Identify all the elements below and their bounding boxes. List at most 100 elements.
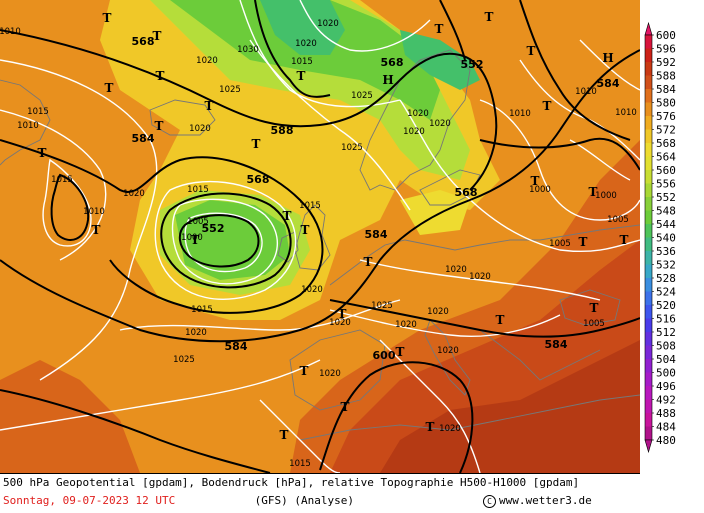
map-caption: 500 hPa Geopotential [gpdam], Bodendruck… — [0, 473, 640, 513]
legend-tick-label: 600 — [656, 29, 676, 42]
legend-swatch — [645, 237, 652, 252]
low-marker: T — [341, 400, 350, 414]
pressure-label: 1005 — [187, 217, 209, 227]
legend-swatch — [645, 413, 652, 427]
low-marker: T — [531, 174, 540, 188]
legend-swatch — [645, 75, 652, 90]
geopot-label: 552 — [202, 222, 225, 235]
legend-swatch — [645, 399, 652, 414]
pressure-label: 1005 — [607, 215, 629, 225]
legend-tick-label: 596 — [656, 43, 676, 56]
legend-swatch — [645, 386, 652, 400]
legend-swatch — [645, 35, 652, 49]
legend-tick-label: 480 — [656, 434, 676, 447]
coast-mediterranean — [299, 394, 640, 441]
legend-swatch — [645, 251, 652, 265]
pressure-label: 1020 — [295, 39, 317, 49]
shading-green-low — [175, 200, 290, 280]
low-marker: T — [280, 428, 289, 442]
low-marker: T — [620, 233, 629, 247]
legend-tick-label: 484 — [656, 421, 676, 434]
weather-map-canvas: 568 552 568 588 584 568 552 584 568 584 … — [0, 0, 640, 473]
pressure-label: 1010 — [83, 207, 105, 217]
pressure-label: 1025 — [341, 143, 363, 153]
geopot-line-8 — [329, 299, 640, 338]
legend-tick-label: 520 — [656, 299, 676, 312]
geopot-label: 584 — [597, 77, 620, 90]
legend-tick-label: 552 — [656, 191, 676, 204]
low-marker: T — [300, 364, 309, 378]
legend-swatch — [645, 143, 652, 157]
low-marker: T — [589, 185, 598, 199]
geopot-label: 584 — [545, 338, 568, 351]
pressure-label: 1020 — [196, 56, 218, 66]
isobar-2 — [0, 109, 107, 261]
pressure-label: 1020 — [445, 265, 467, 275]
pressure-label: 1020 — [301, 285, 323, 295]
legend-tick-label: 508 — [656, 340, 676, 353]
low-marker: T — [156, 69, 165, 83]
low-marker: T — [426, 420, 435, 434]
shading-teal — [260, 0, 345, 55]
isobar-17 — [379, 339, 481, 473]
low-marker: T — [364, 255, 373, 269]
geopot-label: 588 — [271, 124, 294, 137]
legend-swatch — [645, 116, 652, 130]
geopot-line-11 — [254, 0, 331, 98]
isobar-3 — [154, 180, 297, 300]
low-marker: T — [283, 209, 292, 223]
legend-tick-label: 512 — [656, 326, 676, 339]
shading-green — [170, 0, 440, 120]
legend-tick-label: 532 — [656, 259, 676, 272]
pressure-label: 1015 — [27, 107, 49, 117]
coast-balkans — [479, 329, 601, 381]
geopot-line-12 — [439, 0, 466, 61]
legend-swatch — [645, 278, 652, 292]
legend-tick-label: 500 — [656, 367, 676, 380]
legend-swatch — [645, 359, 652, 373]
legend-swatch — [645, 170, 652, 184]
pressure-label: 1020 — [439, 424, 461, 434]
isobar-10 — [249, 39, 411, 211]
geopot-line-2 — [0, 139, 324, 314]
pressure-label: 1020 — [437, 346, 459, 356]
legend-tick-label: 576 — [656, 110, 676, 123]
legend-swatch — [645, 264, 652, 279]
isobar-6 — [119, 299, 401, 331]
forecast-date: Sonntag, 09-07-2023 12 UTC — [3, 494, 176, 507]
legend-tick-label: 560 — [656, 164, 676, 177]
pressure-label: 1005 — [549, 239, 571, 249]
low-marker: T — [590, 301, 599, 315]
isobar-1 — [0, 59, 158, 381]
legend-swatch — [645, 89, 652, 103]
legend-tick-label: 516 — [656, 313, 676, 326]
geopot-label: 568 — [132, 35, 155, 48]
copyright-link[interactable]: www.wetter3.de — [499, 494, 592, 507]
low-marker: T — [527, 44, 536, 58]
legend-tick-label: 540 — [656, 232, 676, 245]
pressure-label: 1025 — [219, 85, 241, 95]
legend-tick-label: 544 — [656, 218, 676, 231]
pressure-label: 1020 — [329, 318, 351, 328]
low-marker: T — [485, 10, 494, 24]
pressure-labels: 1010 1015 1020 1025 1030 1005 1000 1015 … — [0, 19, 637, 469]
isobar-12 — [359, 259, 601, 301]
pressure-label: 1020 — [317, 19, 339, 29]
pressure-label: 1010 — [0, 27, 21, 37]
coast-iceland — [149, 99, 216, 136]
high-marker-norway: H — [382, 73, 393, 87]
legend-swatch — [645, 372, 652, 387]
legend-bottom-arrow — [644, 439, 653, 454]
geopot-label: 600 — [373, 349, 396, 362]
legend-tick-label: 488 — [656, 407, 676, 420]
low-marker: T — [38, 146, 47, 160]
geopot-label: 568 — [247, 173, 270, 186]
low-marker: T — [435, 22, 444, 36]
legend-tick-label: 504 — [656, 353, 676, 366]
legend-top-arrow — [644, 21, 653, 36]
low-marker: T — [301, 223, 310, 237]
legend-swatch — [645, 224, 652, 238]
pressure-label: 1020 — [185, 328, 207, 338]
geopot-label: 584 — [365, 228, 388, 241]
